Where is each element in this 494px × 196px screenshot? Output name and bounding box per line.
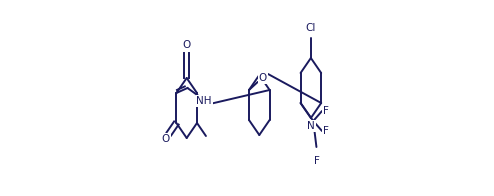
Text: F: F xyxy=(323,106,329,116)
Text: O: O xyxy=(259,73,267,83)
Text: N: N xyxy=(307,121,315,131)
Text: NH: NH xyxy=(197,96,212,106)
Text: O: O xyxy=(162,133,170,143)
Text: F: F xyxy=(323,126,329,136)
Text: F: F xyxy=(314,156,320,166)
Text: O: O xyxy=(183,40,191,50)
Text: Cl: Cl xyxy=(306,23,316,33)
